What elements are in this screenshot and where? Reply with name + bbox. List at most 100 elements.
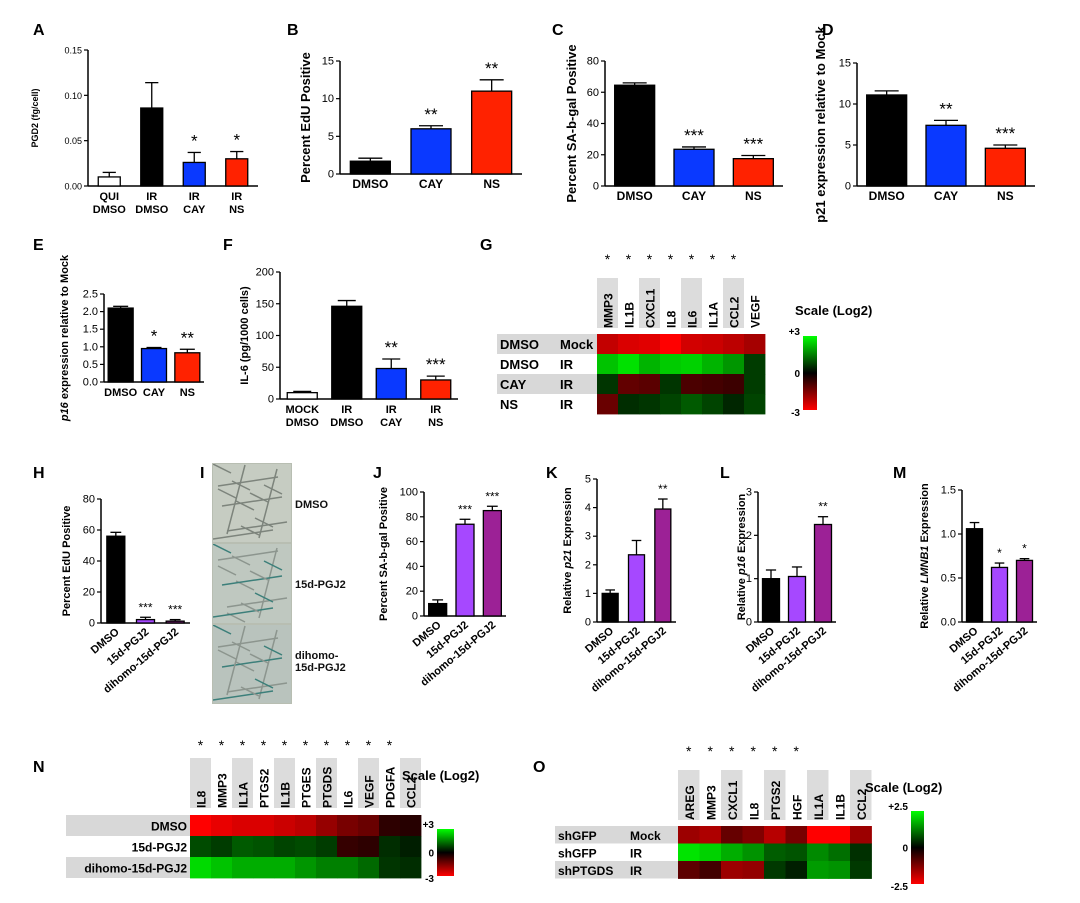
heatmap-cell (597, 374, 619, 395)
heatmap-cell (639, 354, 661, 375)
significance-marker: * (794, 743, 800, 759)
y-tick-label: 0 (89, 618, 95, 630)
heatmap-cell (400, 815, 422, 837)
heatmap-column-label: AREG (683, 785, 697, 820)
significance-marker: *** (168, 603, 182, 617)
significance-marker: * (219, 737, 225, 753)
bar (654, 508, 672, 623)
heatmap-row-label: shGFP (558, 846, 597, 860)
heatmap-cell (681, 394, 703, 415)
significance-marker: * (626, 251, 632, 267)
bar (925, 124, 967, 187)
heatmap-cell (358, 857, 380, 879)
significance-marker: * (345, 737, 351, 753)
y-tick-label: 0 (585, 617, 591, 629)
heatmap-column-label: VEGF (749, 295, 763, 328)
chart-J: 020406080100DMSO***15d-PGJ2***dihomo-15d… (378, 487, 506, 689)
micrograph-label: DMSO (295, 499, 328, 511)
bar (614, 84, 656, 187)
panel-letter-A: A (33, 22, 45, 39)
heatmap-cell (699, 861, 722, 879)
column-label-band (721, 770, 743, 820)
column-label-band (723, 278, 744, 328)
heatmap-O: AREG * MMP3 * CXCL1 * IL8 * PTGS2 * HGF * IL1A IL1B CC… (555, 743, 942, 893)
chart-C: 0 20 40 60 80 DMSO *** CAY *** NS Percent SA-b-gal… (564, 44, 783, 203)
bar (107, 307, 134, 383)
heatmap-row-label: Mock (630, 829, 661, 843)
y-tick-label: 60 (587, 87, 599, 99)
heatmap-cell (702, 354, 724, 375)
heatmap-row-label: IR (560, 357, 574, 372)
panel-letter-C: C (552, 22, 564, 39)
bar (286, 391, 318, 400)
significance-marker: *** (743, 135, 763, 154)
panel-letter-B: B (287, 22, 299, 39)
row-label-band (555, 826, 678, 844)
micrograph-label: dihomo-15d-PGJ2 (295, 650, 346, 674)
category-label: IR (189, 191, 200, 203)
y-tick-label: 0 (328, 169, 334, 181)
heatmap-cell (232, 836, 254, 858)
heatmap-cell (744, 374, 766, 395)
heatmap-cell (660, 394, 682, 415)
chart-M: 0.00.51.01.5DMSO*15d-PGJ2*dihomo-15d-PGJ… (919, 483, 1037, 695)
heatmap-cell (379, 815, 401, 837)
column-label-band (807, 770, 829, 820)
scale-title: Scale (Log2) (865, 780, 942, 795)
y-tick-label: 1.0 (941, 529, 956, 541)
heatmap-row-label: DMSO (151, 820, 187, 834)
y-tick-label: 60 (406, 536, 418, 548)
y-tick-label: 5 (585, 474, 591, 486)
y-tick-label: 0 (268, 394, 274, 406)
heatmap-cell (702, 334, 724, 355)
heatmap-cell (337, 836, 359, 858)
heatmap-cell (721, 826, 743, 844)
y-tick-label: 0.05 (64, 136, 82, 146)
heatmap-column-label: MMP3 (704, 785, 718, 820)
heatmap-cell (723, 394, 745, 415)
bar (471, 90, 513, 175)
heatmap-cell (379, 836, 401, 858)
bar (627, 554, 646, 623)
y-axis-label: Relative p16 Expression (736, 493, 748, 620)
heatmap-cell (850, 826, 872, 844)
category-label: DMSO (135, 204, 168, 216)
scale-title: Scale (Log2) (402, 768, 479, 783)
bar (866, 94, 908, 187)
heatmap-cell (379, 857, 401, 879)
bar (761, 578, 781, 623)
bar (732, 158, 774, 187)
heatmap-cell (358, 815, 380, 837)
significance-marker: ** (485, 59, 499, 78)
heatmap-row-label: 15d-PGJ2 (132, 841, 188, 855)
y-tick-label: 80 (83, 494, 95, 506)
heatmap-cell (639, 334, 661, 355)
bar (410, 128, 452, 175)
significance-marker: * (261, 737, 267, 753)
y-axis-label: p16 expression relative to Mock (59, 254, 71, 422)
column-label-band (190, 758, 211, 808)
category-label: IR (146, 191, 157, 203)
heatmap-cell (723, 334, 745, 355)
heatmap-cell (232, 857, 254, 879)
significance-marker: ** (424, 105, 438, 124)
bar (482, 509, 502, 617)
heatmap-row-label: Mock (560, 337, 594, 352)
bar (428, 602, 448, 617)
heatmap-cell (660, 334, 682, 355)
heatmap-column-label: CXCL1 (726, 780, 740, 820)
significance-marker: * (324, 737, 330, 753)
y-tick-label: 4 (585, 502, 591, 514)
y-tick-label: 15 (322, 56, 334, 68)
panel-letter-E: E (33, 237, 44, 254)
significance-marker: * (191, 131, 198, 150)
heatmap-cell (316, 836, 338, 858)
heatmap-column-label: PTGES (300, 767, 314, 808)
bar (673, 148, 715, 187)
panel-letter-O: O (533, 759, 545, 776)
bar (420, 379, 452, 400)
bar (787, 575, 807, 623)
bar (182, 161, 206, 187)
y-tick-label: 0.00 (64, 182, 82, 192)
